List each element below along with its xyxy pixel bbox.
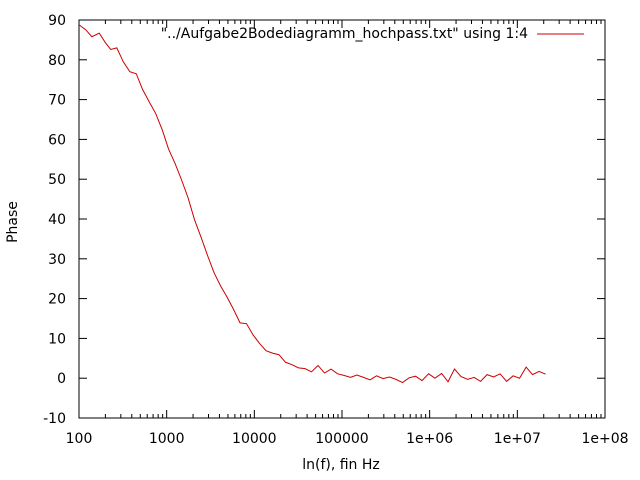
x-tick-label: 100 — [66, 431, 93, 447]
plot-frame — [78, 19, 606, 419]
y-tick-label: 50 — [48, 172, 66, 188]
y-tick-label: 90 — [48, 13, 66, 29]
y-axis-title: Phase — [5, 201, 21, 243]
x-axis: 100 1000 10000 100000 1e+06 1e+07 1e+08 — [66, 20, 629, 447]
y-tick-label: 70 — [48, 93, 66, 109]
y-tick-label: 80 — [48, 53, 66, 69]
y-tick-label: 30 — [48, 252, 66, 268]
y-axis: -10 0 10 20 30 40 50 60 70 80 90 — [43, 13, 605, 427]
y-tick-label: 10 — [48, 331, 66, 347]
legend-label: "../Aufgabe2Bodediagramm_hochpass.txt" u… — [161, 26, 528, 42]
series-lines — [78, 24, 546, 384]
legend: "../Aufgabe2Bodediagramm_hochpass.txt" u… — [161, 26, 584, 42]
x-tick-label: 1000 — [149, 431, 185, 447]
y-tick-label: 40 — [48, 212, 66, 228]
x-tick-label: 1e+08 — [581, 431, 628, 447]
x-tick-label: 1e+06 — [406, 431, 453, 447]
x-tick-label: 1e+07 — [494, 431, 541, 447]
y-tick-label: 0 — [57, 371, 66, 387]
y-tick-label: -10 — [43, 411, 66, 427]
x-tick-label: 100000 — [315, 431, 368, 447]
y-tick-label: 20 — [48, 292, 66, 308]
y-tick-label: 60 — [48, 132, 66, 148]
x-tick-label: 10000 — [232, 431, 277, 447]
series-line-0 — [78, 24, 546, 384]
x-axis-title: ln(f), fin Hz — [302, 457, 380, 473]
